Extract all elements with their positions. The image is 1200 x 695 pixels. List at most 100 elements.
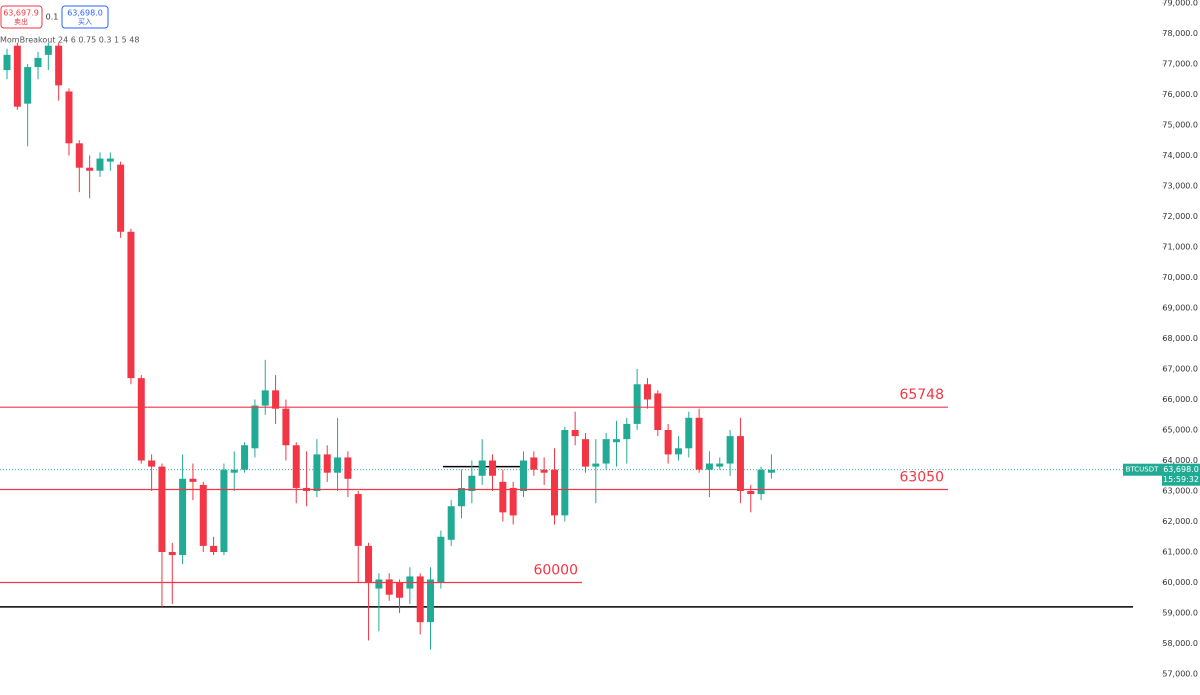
y-tick-label: 79,000.0: [1162, 0, 1198, 8]
candle-body: [168, 552, 176, 556]
y-tick-label: 71,000.0: [1162, 243, 1198, 252]
candle-body: [24, 67, 32, 104]
candle-body: [13, 45, 21, 107]
level-label: 63050: [899, 469, 944, 485]
candle-body: [530, 457, 538, 470]
candle-body: [137, 378, 145, 461]
candle-body: [55, 45, 63, 86]
sell-label: 卖出: [14, 17, 28, 26]
y-tick-label: 75,000.0: [1162, 121, 1198, 130]
candle-body: [674, 448, 682, 455]
y-tick-label: 69,000.0: [1162, 304, 1198, 313]
candle-body: [571, 430, 579, 437]
candle-body: [375, 579, 383, 589]
level-label: 60000: [533, 563, 578, 579]
candle-body: [654, 393, 662, 430]
candle-body: [220, 469, 228, 552]
candle-body: [612, 439, 620, 443]
candle-body: [251, 405, 259, 449]
candle-body: [3, 54, 11, 71]
candle-body: [230, 469, 238, 473]
candle-body: [344, 457, 352, 479]
candle-body: [261, 390, 269, 406]
y-tick-label: 68,000.0: [1162, 334, 1198, 343]
sell-button[interactable]: [0, 5, 43, 29]
last-price-label: 63,698.0: [1163, 465, 1199, 474]
candle-body: [127, 231, 135, 379]
buy-price: 63,698.0: [67, 9, 103, 18]
y-tick-label: 59,000.0: [1162, 609, 1198, 618]
candle-body: [520, 460, 527, 491]
y-tick-label: 74,000.0: [1162, 151, 1198, 160]
candle-body: [282, 408, 290, 446]
candle-body: [643, 384, 651, 400]
candle-body: [117, 164, 125, 232]
buy-button[interactable]: [61, 5, 109, 29]
candle-body: [592, 463, 600, 467]
candle-body: [633, 384, 641, 424]
candle-body: [437, 536, 445, 583]
candle-body: [158, 466, 166, 552]
candle-body: [416, 576, 424, 623]
candle-body: [323, 454, 331, 473]
y-tick-label: 58,000.0: [1162, 639, 1198, 648]
candle-body: [499, 481, 507, 513]
candle-body: [468, 475, 476, 491]
candle-body: [199, 484, 207, 546]
candle-body: [716, 463, 724, 467]
candle-body: [767, 469, 775, 473]
candle-body: [664, 430, 672, 455]
candle-body: [65, 91, 73, 144]
candle-body: [313, 454, 321, 491]
candle-body: [447, 506, 455, 540]
candle-body: [365, 545, 373, 583]
candle-body: [148, 460, 156, 467]
candle-body: [427, 579, 435, 623]
y-tick-label: 72,000.0: [1162, 212, 1198, 221]
price-tag: [1162, 463, 1200, 486]
candle-body: [210, 545, 218, 552]
candle-body: [726, 436, 734, 464]
candle-body: [272, 390, 280, 409]
candle-body: [705, 463, 713, 470]
candle-body: [334, 457, 342, 473]
candle-body: [96, 158, 104, 171]
symbol-label: BTCUSDT: [1126, 466, 1160, 474]
y-tick-label: 60,000.0: [1162, 578, 1198, 587]
candle-body: [685, 417, 693, 449]
candle-body: [509, 487, 517, 516]
buy-label: 买入: [78, 18, 92, 26]
level-label: 65748: [899, 387, 944, 403]
y-tick-label: 66,000.0: [1162, 395, 1198, 404]
candle-body: [354, 494, 362, 546]
candle-body: [550, 469, 558, 516]
candle-body: [736, 436, 744, 491]
indicator-label: MomBreakout 24 6 0.75 0.3 1 5 48: [0, 36, 139, 45]
y-tick-label: 61,000.0: [1162, 548, 1198, 557]
candle-body: [478, 460, 486, 476]
candle-body: [241, 445, 249, 470]
candle-body: [86, 167, 94, 171]
candle-body: [581, 439, 589, 467]
candle-body: [44, 45, 52, 55]
candle-body: [695, 417, 703, 470]
candle-body: [75, 143, 83, 168]
candle-body: [292, 445, 300, 488]
y-tick-label: 77,000.0: [1162, 60, 1198, 69]
toolbar: 63,697.9 卖出 0.1 63,698.0 买入 MomBreakout …: [0, 5, 139, 45]
y-tick-label: 67,000.0: [1162, 365, 1198, 374]
candle-body: [757, 469, 765, 495]
candle-body: [540, 469, 548, 473]
candle-body: [189, 478, 197, 482]
candle-body: [458, 487, 466, 507]
candle-body: [385, 579, 393, 595]
candle-body: [561, 430, 569, 516]
y-tick-label: 76,000.0: [1162, 90, 1198, 99]
y-tick-label: 65,000.0: [1162, 426, 1198, 435]
sell-price: 63,697.9: [3, 9, 39, 18]
y-tick-label: 73,000.0: [1162, 182, 1198, 191]
candle-body: [623, 423, 631, 440]
y-tick-label: 70,000.0: [1162, 273, 1198, 282]
